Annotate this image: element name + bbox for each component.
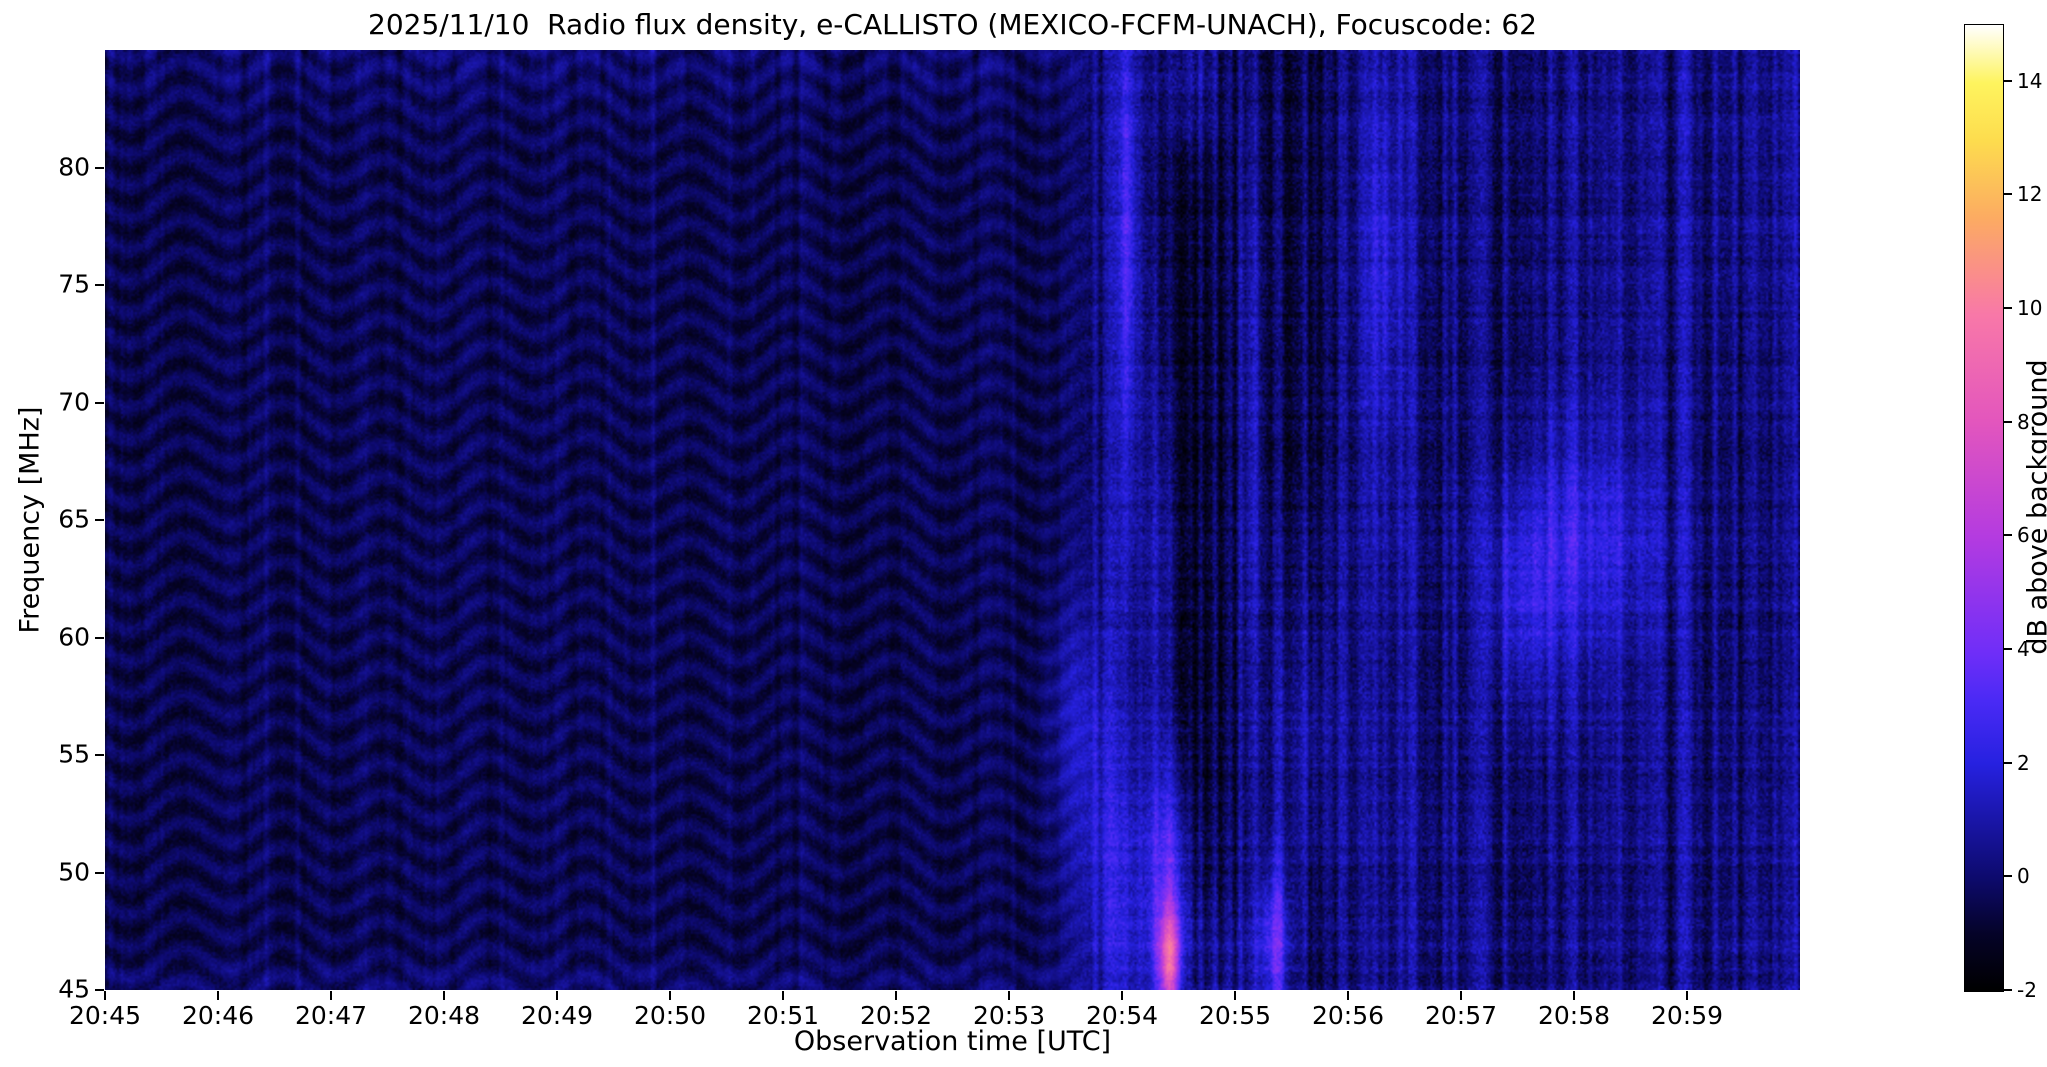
x-tick-label: 20:56 [1311,1001,1385,1030]
x-tick-mark [1121,991,1123,1000]
colorbar-tick-mark [2004,193,2012,196]
y-tick-mark [95,754,104,756]
x-tick-mark [217,991,219,1000]
x-tick-mark [330,991,332,1000]
y-tick-label: 70 [58,386,90,416]
y-tick-label: 80 [58,151,90,181]
y-tick-mark [95,871,104,874]
chart-title: 2025/11/10 Radio flux density, e-CALLIST… [368,8,1537,41]
x-tick-mark [895,991,897,1000]
x-tick-label: 20:45 [68,1001,142,1030]
colorbar-tick-label: 14 [2017,68,2043,93]
y-tick-label: 45 [58,974,90,1004]
y-tick-label: 60 [58,621,90,651]
x-tick-label: 20:57 [1424,1001,1498,1030]
colorbar-tick-label: 10 [2017,296,2043,321]
y-tick-mark [95,989,104,991]
y-tick-label: 50 [58,856,90,886]
colorbar-tick-mark [2004,307,2012,310]
x-tick-mark [443,991,445,1000]
y-tick-mark [95,519,104,521]
colorbar-tick-mark [2004,875,2012,878]
x-tick-mark [1686,991,1688,1000]
colorbar-tick-mark [2004,989,2012,991]
x-tick-mark [782,991,784,1000]
x-tick-label: 20:49 [520,1001,594,1030]
colorbar-tick-label: 12 [2017,182,2043,207]
x-tick-mark [1573,991,1575,1000]
colorbar-tick-label: 0 [2017,864,2030,889]
x-tick-mark [1460,991,1462,1000]
colorbar-tick-mark [2004,648,2012,651]
colorbar-tick-mark [2004,761,2012,764]
x-tick-mark [1347,991,1349,1000]
y-tick-label: 75 [58,269,90,299]
spectrogram-canvas [105,50,1800,990]
colorbar-tick-label: 8 [2017,409,2030,434]
x-tick-label: 20:46 [181,1001,255,1030]
colorbar-tick-mark [2004,79,2012,82]
x-tick-label: 20:48 [407,1001,481,1030]
x-tick-label: 20:55 [1198,1001,1272,1030]
colorbar [1964,24,2004,992]
plot-area [105,50,1800,990]
y-tick-mark [95,166,104,169]
colorbar-tick-label: 2 [2017,750,2030,775]
x-tick-label: 20:53 [972,1001,1046,1030]
x-tick-label: 20:54 [1085,1001,1159,1030]
colorbar-label: dB above background [2022,359,2047,655]
y-tick-mark [95,401,104,404]
x-tick-label: 20:50 [633,1001,707,1030]
x-tick-mark [1234,991,1236,1000]
colorbar-tick-label: 6 [2017,523,2030,548]
x-tick-mark [104,991,106,1000]
x-tick-mark [556,991,558,1000]
y-tick-mark [95,284,104,286]
colorbar-tick-label: 4 [2017,637,2030,662]
y-tick-label: 55 [58,739,90,769]
colorbar-tick-mark [2004,534,2012,537]
colorbar-tick-mark [2004,420,2012,423]
x-tick-label: 20:58 [1537,1001,1611,1030]
colorbar-tick-label: -2 [2017,978,2037,1002]
x-tick-label: 20:47 [294,1001,368,1030]
y-tick-label: 65 [58,504,90,534]
colorbar-gradient [1965,25,2003,991]
x-tick-label: 20:59 [1650,1001,1724,1030]
x-tick-label: 20:51 [746,1001,820,1030]
x-tick-label: 20:52 [859,1001,933,1030]
x-tick-mark [1008,991,1010,1000]
x-tick-mark [669,991,671,1000]
x-axis-label: Observation time [UTC] [793,1026,1112,1057]
y-tick-mark [95,636,104,639]
